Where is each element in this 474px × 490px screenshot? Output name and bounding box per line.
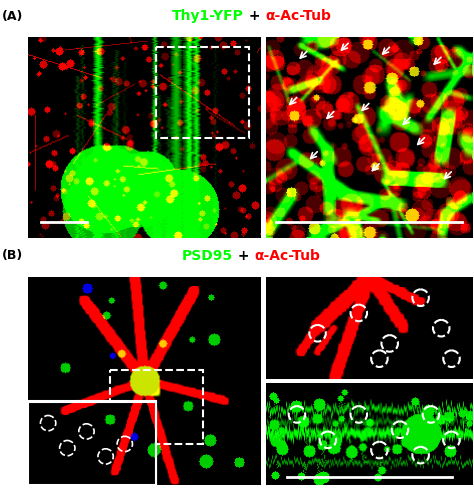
Bar [110, 370, 203, 443]
Text: +: + [244, 9, 265, 23]
Text: PSD95: PSD95 [182, 249, 233, 263]
Text: +: + [233, 249, 255, 263]
Bar [29, 401, 156, 485]
Text: (B): (B) [2, 249, 24, 262]
Text: Thy1-YFP: Thy1-YFP [172, 9, 244, 23]
Text: α-Ac-Tub: α-Ac-Tub [255, 249, 320, 263]
Text: α-Ac-Tub: α-Ac-Tub [265, 9, 331, 23]
Text: (A): (A) [2, 10, 24, 23]
Bar [156, 48, 249, 138]
